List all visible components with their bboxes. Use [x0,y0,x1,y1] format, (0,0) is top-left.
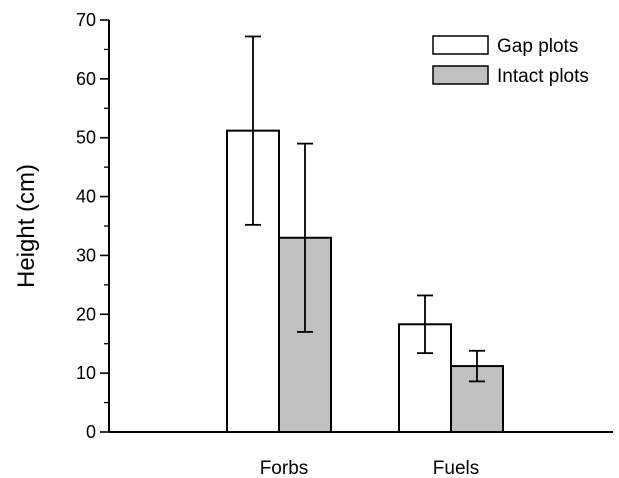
x-category-label: Forbs [260,458,309,478]
legend-swatch [432,65,489,85]
legend-swatch [432,35,489,55]
y-axis-title: Height (cm) [13,164,40,288]
legend-entry: Intact plots [497,66,589,87]
y-tick-label: 50 [76,128,96,148]
y-tick-label: 0 [86,422,96,442]
y-tick-label: 20 [76,304,96,324]
y-tick-label: 30 [76,245,96,265]
legend-entry: Gap plots [497,36,578,57]
x-category-label: Fuels [433,458,479,478]
y-tick-label: 70 [76,10,96,30]
y-tick-label: 10 [76,363,96,383]
y-tick-label: 60 [76,69,96,89]
y-tick-label: 40 [76,187,96,207]
plot-area: 0 10 20 30 40 50 60 70 Forbs Fuels [76,10,613,478]
legend: Gap plots Intact plots [432,35,589,87]
